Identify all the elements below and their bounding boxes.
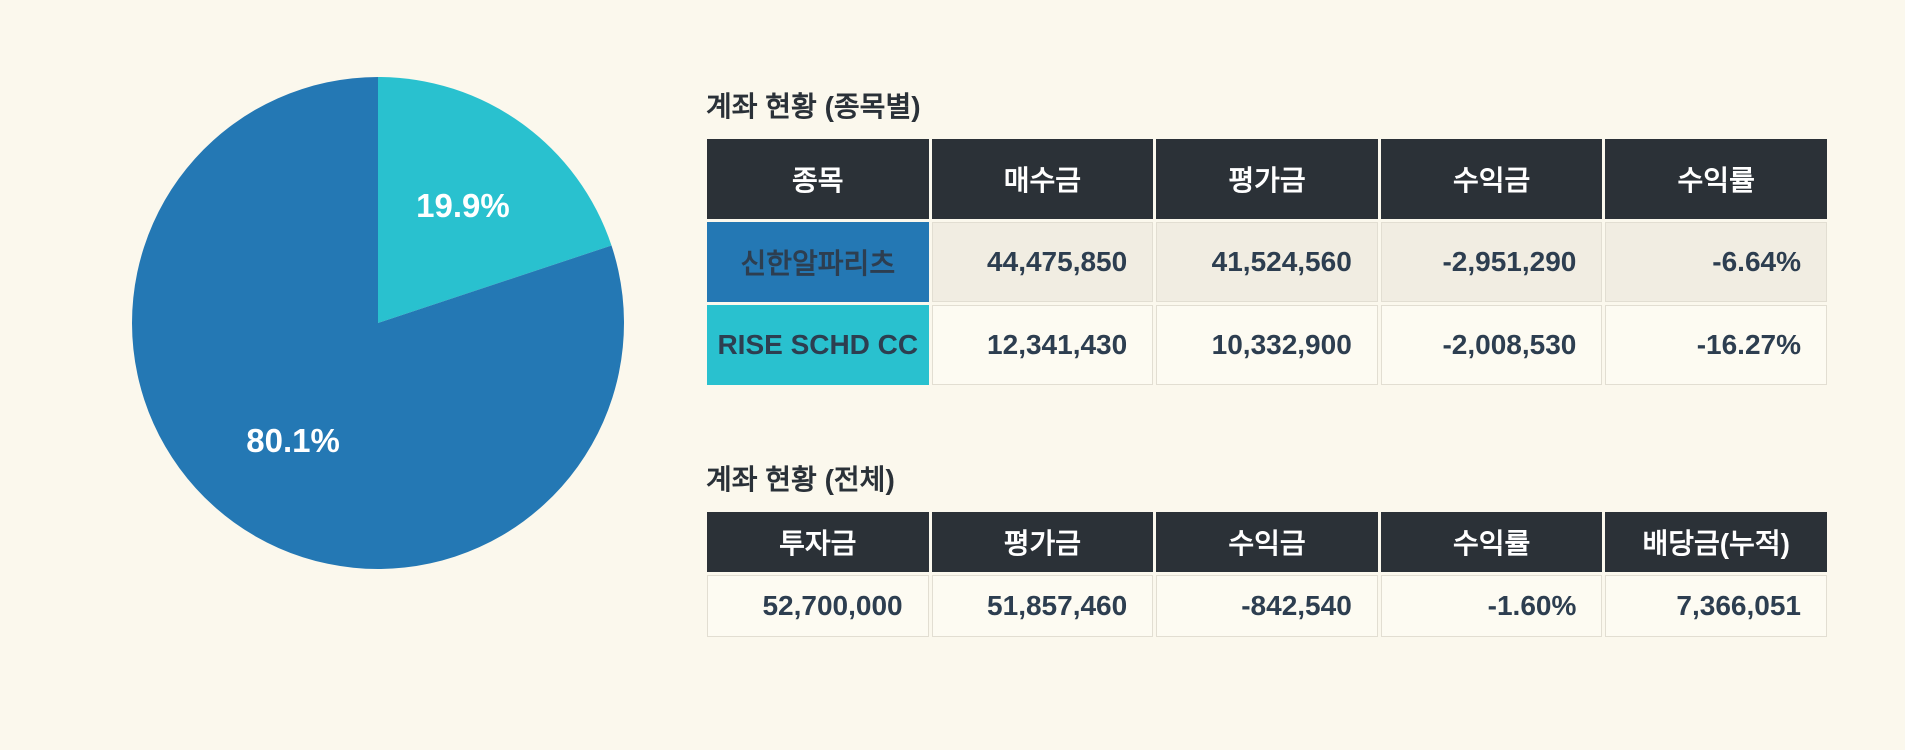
portfolio-pie-chart: 19.9% 80.1%	[132, 76, 625, 570]
column-header: 수익률	[1605, 139, 1827, 219]
stock-name-cell: 신한알파리츠	[707, 222, 929, 302]
column-header: 수익금	[1380, 139, 1603, 219]
section-total: 계좌 현황 (전체) 투자금 평가금 수익금 수익률 배당금(누적) 52,700,00…	[704, 463, 1830, 640]
value-cell: 41,524,560	[1156, 222, 1378, 302]
value-cell: 7,366,051	[1605, 575, 1827, 637]
table-row: 신한알파리츠 44,475,850 41,524,560 -2,951,290 -6.6…	[707, 222, 1827, 302]
value-cell: -842,540	[1156, 575, 1378, 637]
value-cell: -1.60%	[1380, 575, 1603, 637]
value-cell: 52,700,000	[707, 575, 929, 637]
pie-slice-label: 19.9%	[416, 187, 510, 224]
value-cell: 10,332,900	[1156, 305, 1378, 385]
pie-slice	[378, 77, 612, 323]
column-header: 수익금	[1156, 512, 1378, 572]
header-row: 종목 매수금 평가금 수익금 수익률	[707, 139, 1827, 219]
column-header: 평가금	[931, 512, 1154, 572]
pie-slice	[132, 76, 625, 570]
value-cell: -2,951,290	[1380, 222, 1603, 302]
table-row: 52,700,000 51,857,460 -842,540 -1.60% 7,366,…	[707, 575, 1827, 637]
value-cell: -16.27%	[1605, 305, 1827, 385]
by-stock-table: 종목 매수금 평가금 수익금 수익률 신한알파리츠 44,475,850 41,524,56…	[704, 136, 1830, 388]
pie-slice-label: 80.1%	[246, 422, 340, 459]
section-by-stock: 계좌 현황 (종목별) 종목 매수금 평가금 수익금 수익률 신한알파리츠 44,475,…	[704, 90, 1830, 388]
header-row: 투자금 평가금 수익금 수익률 배당금(누적)	[707, 512, 1827, 572]
value-cell: 51,857,460	[931, 575, 1154, 637]
value-cell: -6.64%	[1605, 222, 1827, 302]
column-header: 종목	[707, 139, 929, 219]
section-title-total: 계좌 현황 (전체)	[706, 464, 895, 495]
column-header: 배당금(누적)	[1605, 512, 1827, 572]
value-cell: 12,341,430	[931, 305, 1154, 385]
column-header: 수익률	[1380, 512, 1603, 572]
table-row: RISE SCHD CC 12,341,430 10,332,900 -2,008,5…	[707, 305, 1827, 385]
section-title-by-stock: 계좌 현황 (종목별)	[706, 91, 921, 122]
total-table: 투자금 평가금 수익금 수익률 배당금(누적) 52,700,000 51,857,460…	[704, 509, 1830, 640]
column-header: 투자금	[707, 512, 929, 572]
value-cell: 44,475,850	[931, 222, 1154, 302]
column-header: 평가금	[1156, 139, 1378, 219]
value-cell: -2,008,530	[1380, 305, 1603, 385]
column-header: 매수금	[931, 139, 1154, 219]
stock-name-cell: RISE SCHD CC	[707, 305, 929, 385]
